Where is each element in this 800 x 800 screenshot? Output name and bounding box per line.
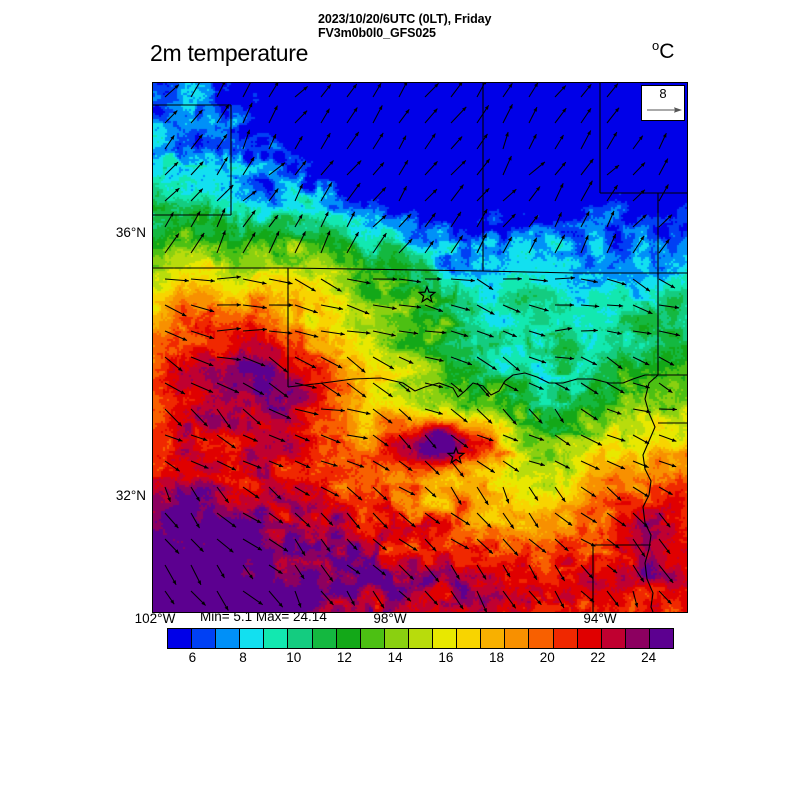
colorbar-tick-label: 12 <box>336 650 352 665</box>
colorbar-tick-label: 24 <box>641 650 657 665</box>
colorbar <box>167 628 674 649</box>
colorbar-segment <box>433 629 458 648</box>
wind-legend: 8 <box>641 85 685 121</box>
wind-legend-value: 8 <box>659 86 667 101</box>
lon-tick-94w: 94°W <box>583 611 617 626</box>
temperature-field <box>153 83 687 612</box>
colorbar-segment <box>649 629 673 648</box>
colorbar-tick-label: 18 <box>489 650 505 665</box>
header-datetime: 2023/10/20/6UTC (0LT), Friday <box>318 12 492 26</box>
unit-letter: C <box>659 40 675 63</box>
colorbar-segment <box>505 629 530 648</box>
colorbar-segment <box>288 629 313 648</box>
colorbar-ticks: 6 8 10 12 14 16 18 20 22 24 <box>167 650 674 668</box>
lon-tick-102w: 102°W <box>134 611 176 626</box>
colorbar-tick-label: 16 <box>438 650 454 665</box>
colorbar-segment <box>577 629 602 648</box>
colorbar-segment <box>312 629 337 648</box>
colorbar-tick-label: 14 <box>387 650 403 665</box>
colorbar-segment <box>240 629 265 648</box>
colorbar-tick-label: 8 <box>239 650 247 665</box>
colorbar-segment <box>168 629 193 648</box>
lon-tick-98w: 98°W <box>373 611 407 626</box>
map-panel[interactable]: 8 <box>152 82 688 613</box>
colorbar-segment <box>192 629 217 648</box>
colorbar-segment <box>384 629 409 648</box>
colorbar-segment <box>481 629 506 648</box>
page-title: 2m temperature <box>150 40 309 66</box>
colorbar-tick-label: 10 <box>286 650 302 665</box>
colorbar-segment <box>336 629 361 648</box>
colorbar-tick-label: 20 <box>539 650 555 665</box>
colorbar-segment <box>529 629 554 648</box>
colorbar-segment <box>264 629 289 648</box>
colorbar-segment <box>625 629 650 648</box>
lat-tick-36n: 36°N <box>115 225 146 240</box>
colorbar-tick-label: 22 <box>590 650 606 665</box>
header-block: 2023/10/20/6UTC (0LT), Friday FV3m0b0l0_… <box>318 12 738 40</box>
degree-symbol: o <box>652 38 660 53</box>
wind-vector-arrow-icon <box>647 107 682 113</box>
colorbar-tick-label: 6 <box>188 650 197 665</box>
colorbar-segment <box>457 629 482 648</box>
colorbar-segment <box>553 629 578 648</box>
lat-tick-32n: 32°N <box>115 488 146 503</box>
colorbar-segment <box>601 629 626 648</box>
unit-label: oC <box>652 38 674 64</box>
colorbar-segment <box>360 629 385 648</box>
colorbar-segment <box>216 629 241 648</box>
header-model: FV3m0b0l0_GFS025 <box>318 26 436 40</box>
colorbar-segment <box>408 629 434 648</box>
